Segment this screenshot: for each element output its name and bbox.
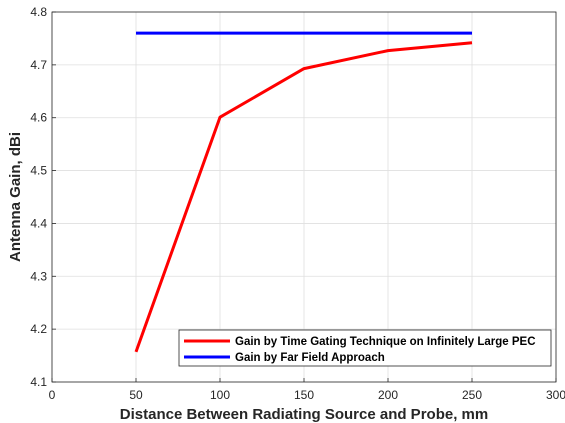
y-tick-label: 4.6 xyxy=(30,111,47,125)
x-tick-label: 250 xyxy=(462,388,482,402)
legend-box xyxy=(178,329,552,367)
x-tick-label: 200 xyxy=(378,388,398,402)
legend-entry-far-field: Gain by Far Field Approach xyxy=(235,352,385,364)
x-tick-label: 0 xyxy=(49,388,56,402)
y-tick-label: 4.1 xyxy=(30,375,47,389)
x-tick-label: 100 xyxy=(210,388,230,402)
series-line-time-gating xyxy=(134,41,473,353)
series-lines xyxy=(134,31,473,353)
legend-entry-time-gating: Gain by Time Gating Technique on Infinit… xyxy=(235,336,536,348)
y-tick-label: 4.4 xyxy=(30,216,47,230)
axis-ticks: 0 50 100 150 200 250 300 4.1 4.2 4.3 4.4 4.5 4.6 4.7 4… xyxy=(30,5,565,402)
x-axis-label: Distance Between Radiating Source and Pr… xyxy=(120,406,488,423)
y-tick-label: 4.5 xyxy=(30,164,47,178)
x-tick-label: 50 xyxy=(129,388,143,402)
y-tick-label: 4.2 xyxy=(30,322,47,336)
x-tick-label: 300 xyxy=(546,388,565,402)
y-axis-label: Antenna Gain, dBi xyxy=(7,132,24,262)
y-tick-label: 4.7 xyxy=(30,58,47,72)
legend: Gain by Time Gating Technique on Infinit… xyxy=(178,329,552,367)
x-tick-label: 150 xyxy=(294,388,314,402)
y-tick-label: 4.8 xyxy=(30,5,47,19)
grid xyxy=(51,11,557,383)
y-tick-label: 4.3 xyxy=(30,269,47,283)
